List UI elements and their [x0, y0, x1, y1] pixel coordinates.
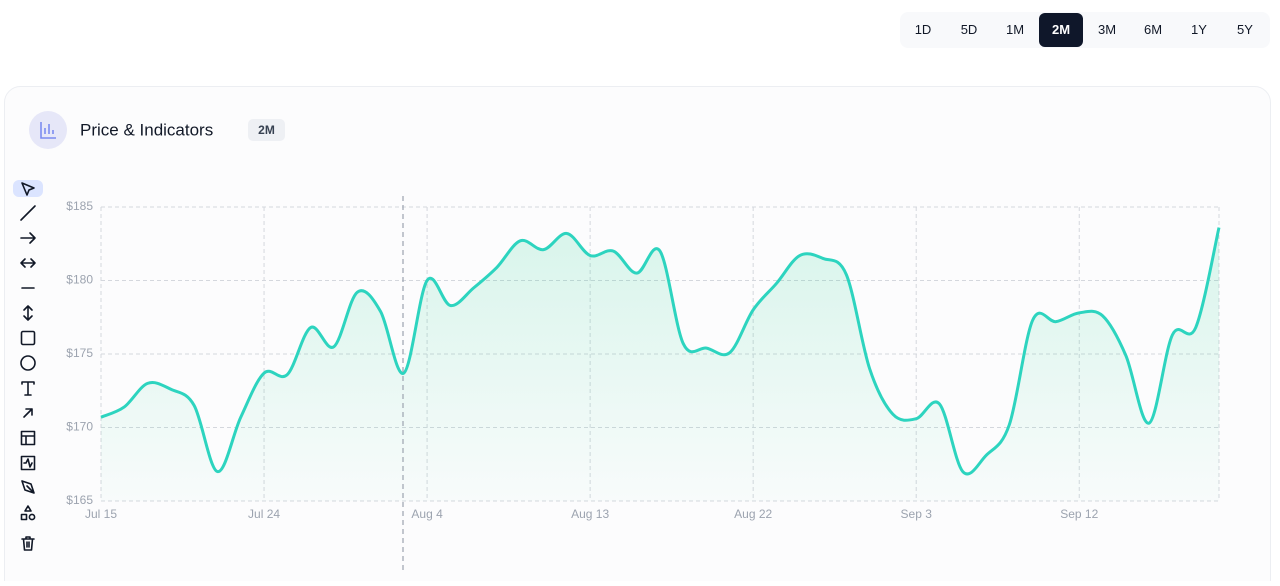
badge-text: 2M — [258, 123, 275, 137]
range-label[interactable]: 1M — [1006, 22, 1024, 37]
range-button-active[interactable] — [1039, 13, 1083, 47]
tool-text[interactable] — [21, 381, 35, 396]
tool-layout[interactable] — [20, 430, 36, 446]
price-line — [100, 227, 1221, 476]
area — [101, 227, 1219, 501]
tool-delete[interactable] — [21, 536, 35, 551]
range-label[interactable]: 1D — [915, 22, 932, 37]
range-button[interactable]: 1M — [1006, 22, 1024, 37]
range-label[interactable]: 2M — [1052, 22, 1070, 37]
tool-arrow[interactable] — [20, 232, 36, 244]
x-tick-label: Aug 4 — [411, 507, 443, 521]
chart: $165 $170 $175 $180 $185 Jul 15 Jul 24 Aug 4 Aug… — [66, 196, 1221, 570]
tool-circle[interactable] — [20, 355, 36, 371]
tool-line[interactable] — [20, 205, 36, 221]
x-tick-label: Jul 24 — [248, 507, 280, 521]
drawing-toolbar — [13, 180, 43, 551]
range-button[interactable]: 1D — [915, 22, 932, 37]
range-selector — [900, 12, 1270, 48]
panel-title: Price & Indicators — [80, 120, 213, 139]
x-tick-label: Aug 13 — [571, 507, 609, 521]
tool-ray[interactable] — [23, 408, 33, 418]
range-button[interactable]: 5Y — [1237, 22, 1253, 37]
range-button[interactable]: 6M — [1144, 22, 1162, 37]
y-tick-label: $175 — [66, 346, 93, 360]
y-tick-label: $170 — [66, 420, 93, 434]
range-label[interactable]: 1Y — [1191, 22, 1207, 37]
range-button[interactable]: 5D — [961, 22, 978, 37]
x-tick-label: Sep 12 — [1060, 507, 1098, 521]
range-button[interactable]: 2M — [1039, 13, 1083, 47]
tool-range[interactable] — [20, 258, 36, 268]
tool-shapes-dot[interactable] — [28, 513, 36, 521]
y-tick-label: $165 — [66, 493, 93, 507]
tool-shapes[interactable] — [20, 505, 32, 521]
y-tick-label: $180 — [66, 273, 93, 287]
badge — [248, 119, 285, 141]
x-tick-label: Sep 3 — [901, 507, 933, 521]
tool-pointer[interactable] — [21, 182, 35, 196]
tool-indicator[interactable] — [20, 455, 36, 471]
range-label[interactable]: 5Y — [1237, 22, 1253, 37]
tool-selected-bg — [13, 180, 43, 197]
panel-icon-glyph — [40, 122, 56, 139]
panel-icon — [29, 111, 67, 149]
range-button[interactable]: 1Y — [1191, 22, 1207, 37]
range-button[interactable]: 3M — [1098, 22, 1116, 37]
y-tick-label: $185 — [66, 199, 93, 213]
tool-rect[interactable] — [20, 330, 36, 346]
range-label[interactable]: 3M — [1098, 22, 1116, 37]
tool-pen[interactable] — [21, 480, 35, 494]
tool-vrange[interactable] — [23, 305, 33, 321]
x-tick-label: Aug 22 — [734, 507, 772, 521]
range-label[interactable]: 5D — [961, 22, 978, 37]
range-label[interactable]: 6M — [1144, 22, 1162, 37]
x-tick-label: Jul 15 — [85, 507, 117, 521]
